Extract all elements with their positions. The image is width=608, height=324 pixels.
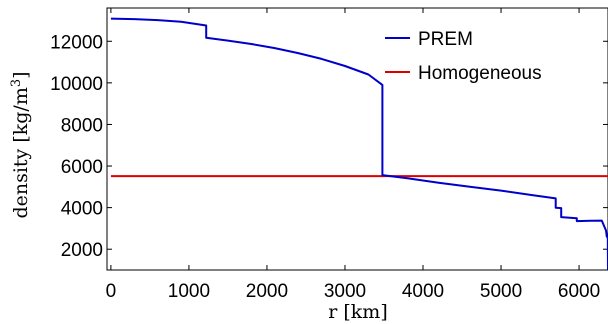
series-line-prem [110,17,608,270]
plot-frame [106,7,608,271]
y-axis-label-close: ] [10,71,32,78]
x-axis-label: r [km] [328,301,387,323]
y-tick-label: 6000 [61,157,103,178]
x-tick-label: 6000 [558,281,600,302]
y-axis-label-main: density [kg/m [10,87,32,218]
y-tick-label: 12000 [50,32,103,53]
x-tick-label: 1000 [168,281,210,302]
legend-label-homogeneous: Homogeneous [418,63,542,84]
legend: PREM Homogeneous [385,29,542,84]
series-lines [110,17,608,270]
x-tick-label: 3000 [324,281,366,302]
x-tick-label: 0 [106,281,117,302]
y-axis-label: density [kg/m3] [9,71,32,218]
y-tick-label: 4000 [61,199,103,220]
x-tick-label: 2000 [246,281,288,302]
y-tick-label: 8000 [61,115,103,136]
y-axis-label-superscript: 3 [9,79,24,87]
x-tick-label: 5000 [480,281,522,302]
x-tick-label: 4000 [402,281,444,302]
y-tick-label: 10000 [50,74,103,95]
y-tick-label: 2000 [61,240,103,261]
axis-ticks: 0 1000 2000 3000 4000 5000 6000 2000 4000 6000 800… [50,8,608,302]
legend-label-prem: PREM [418,29,473,50]
